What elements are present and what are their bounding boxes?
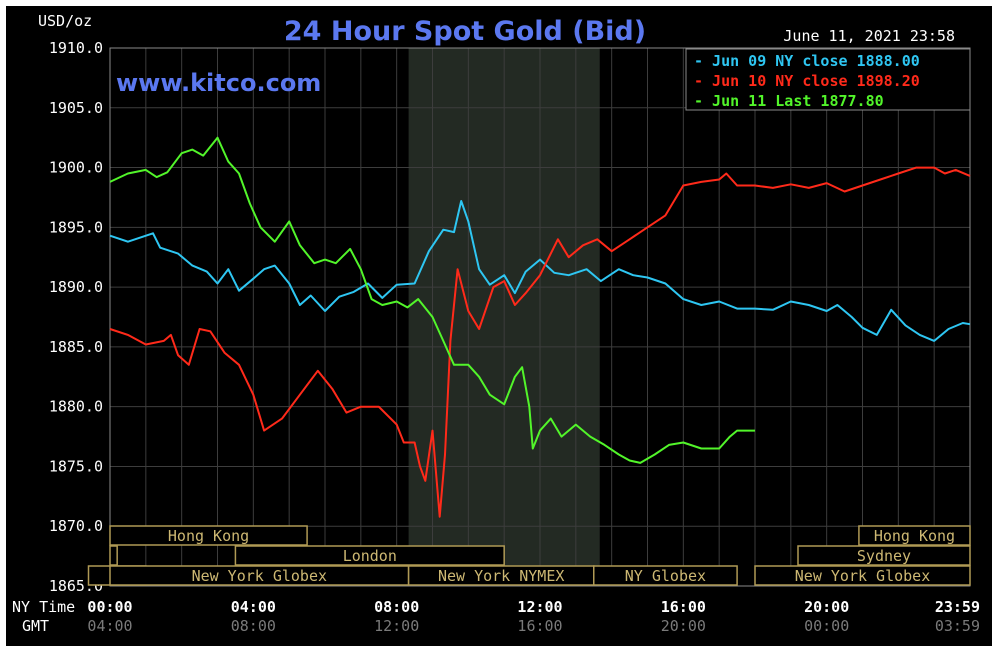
x-tick-ny: 16:00 bbox=[661, 598, 706, 616]
market-session-bar bbox=[109, 525, 308, 546]
ny-time-row-label: NY Time bbox=[12, 598, 75, 616]
x-tick-ny: 04:00 bbox=[231, 598, 276, 616]
x-tick-gmt: 04:00 bbox=[87, 617, 132, 635]
x-tick-gmt: 12:00 bbox=[374, 617, 419, 635]
watermark-url[interactable]: www.kitco.com bbox=[116, 69, 321, 97]
y-tick-label: 1910.0 bbox=[49, 39, 103, 57]
legend-entry: - Jun 10 NY close 1898.20 bbox=[694, 72, 920, 90]
gmt-row-label: GMT bbox=[22, 617, 49, 635]
y-axis-unit: USD/oz bbox=[38, 12, 92, 30]
legend-entry: - Jun 11 Last 1877.80 bbox=[694, 92, 884, 110]
market-session-label: Sydney bbox=[857, 547, 911, 565]
x-tick-gmt: 16:00 bbox=[517, 617, 562, 635]
legend-entry: - Jun 09 NY close 1888.00 bbox=[694, 52, 920, 70]
market-session-label: New York Globex bbox=[192, 567, 327, 585]
market-session-label: London bbox=[343, 547, 397, 565]
series-line-1 bbox=[109, 200, 971, 342]
series-line-3 bbox=[109, 136, 755, 464]
series-lines bbox=[109, 136, 971, 518]
market-session-bar bbox=[593, 565, 738, 586]
market-session-label: Hong Kong bbox=[168, 527, 249, 545]
market-session-bar bbox=[234, 545, 505, 566]
x-tick-gmt: 03:59 bbox=[935, 617, 980, 635]
x-tick-gmt: 08:00 bbox=[231, 617, 276, 635]
series-line-2 bbox=[109, 166, 971, 518]
market-session-bar bbox=[754, 565, 971, 586]
x-tick-ny: 00:00 bbox=[87, 598, 132, 616]
y-tick-label: 1880.0 bbox=[49, 398, 103, 416]
market-session-bar bbox=[797, 545, 971, 566]
x-tick-gmt: 20:00 bbox=[661, 617, 706, 635]
chart-title: 24 Hour Spot Gold (Bid) bbox=[284, 16, 646, 47]
chart-timestamp: June 11, 2021 23:58 bbox=[783, 27, 955, 45]
x-tick-ny: 23:59 bbox=[935, 598, 980, 616]
y-tick-label: 1905.0 bbox=[49, 99, 103, 117]
y-tick-label: 1870.0 bbox=[49, 517, 103, 535]
market-session-label: New York Globex bbox=[795, 567, 930, 585]
y-axis-ticks: 1910.0 1905.0 1900.0 1895.0 1890.0 1885.0 1880… bbox=[49, 39, 103, 595]
y-tick-label: 1875.0 bbox=[49, 457, 103, 475]
y-tick-label: 1890.0 bbox=[49, 278, 103, 296]
market-session-bar bbox=[109, 545, 118, 566]
market-session-label: NY Globex bbox=[625, 567, 706, 585]
legend: - Jun 09 NY close 1888.00 - Jun 10 NY clo… bbox=[685, 48, 971, 111]
x-axis-ticks: 00:0004:0004:0008:0008:0012:0012:0016:00… bbox=[87, 598, 980, 635]
y-tick-label: 1900.0 bbox=[49, 159, 103, 177]
market-sessions: Hong Kong Hong Kong London Sydney New York G… bbox=[87, 525, 971, 586]
market-session-label: Hong Kong bbox=[874, 527, 955, 545]
legend-box bbox=[685, 48, 971, 111]
x-tick-ny: 20:00 bbox=[804, 598, 849, 616]
market-session-label: New York NYMEX bbox=[438, 567, 564, 585]
y-tick-label: 1895.0 bbox=[49, 218, 103, 236]
x-tick-ny: 12:00 bbox=[517, 598, 562, 616]
x-tick-gmt: 00:00 bbox=[804, 617, 849, 635]
market-session-bar bbox=[858, 525, 971, 546]
x-tick-ny: 08:00 bbox=[374, 598, 419, 616]
plot-frame bbox=[109, 47, 971, 587]
y-tick-label: 1885.0 bbox=[49, 338, 103, 356]
